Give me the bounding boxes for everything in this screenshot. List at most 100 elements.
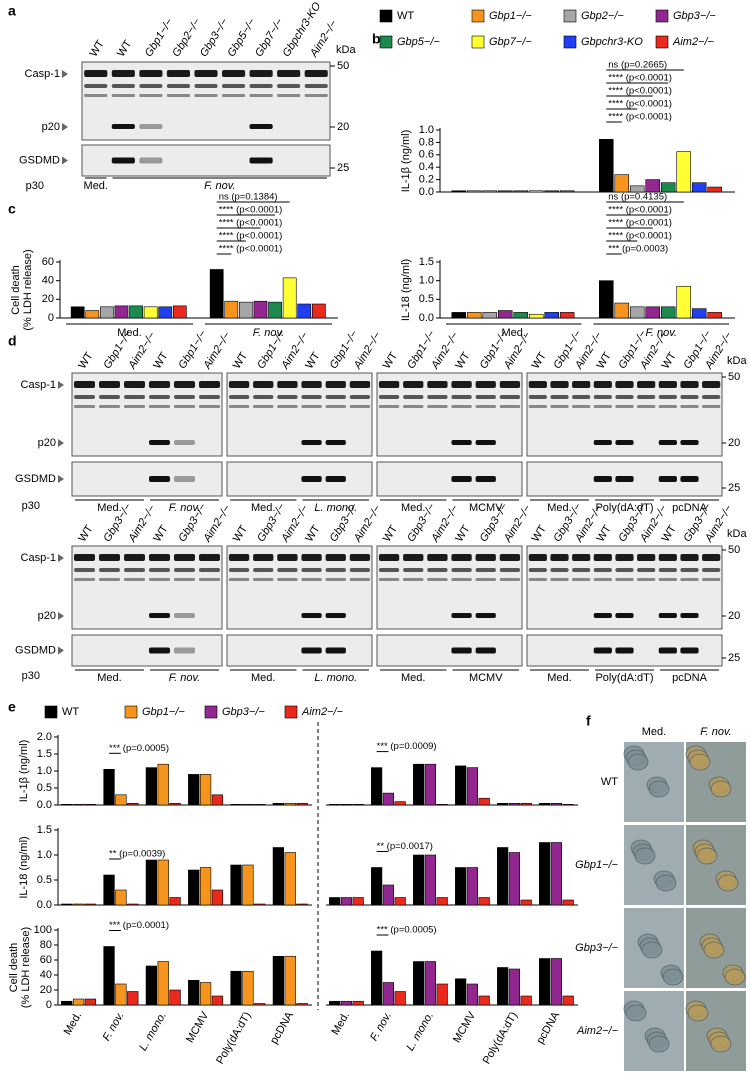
y-tick-label: 0.5	[37, 874, 52, 886]
bar	[614, 302, 630, 319]
band	[166, 94, 191, 97]
band	[124, 381, 145, 388]
annotation: **** (p<0.0001)	[219, 218, 283, 229]
band	[528, 554, 547, 561]
band	[378, 381, 400, 388]
band	[680, 613, 699, 618]
blot-casp1	[376, 372, 523, 457]
bar	[100, 306, 114, 319]
band	[615, 568, 634, 572]
band	[149, 578, 170, 581]
x-tick-label: Poly(dA:dT)	[214, 1010, 253, 1066]
band	[325, 568, 346, 572]
cell	[662, 968, 684, 986]
band	[99, 568, 120, 572]
x-tick-label: Poly(dA:dT)	[481, 1010, 520, 1066]
legend-label: Gbp3−/−	[673, 10, 716, 22]
bar	[242, 970, 254, 1006]
bar	[382, 884, 395, 906]
band	[149, 476, 170, 482]
bar	[114, 305, 129, 319]
band	[301, 613, 322, 618]
row-label: GSDMD	[19, 154, 60, 166]
band	[174, 381, 195, 388]
bar	[352, 1000, 364, 1006]
band	[304, 84, 328, 88]
band	[74, 405, 95, 408]
bar	[413, 763, 425, 806]
x-tick-label: pcDNA	[534, 1009, 562, 1046]
bar	[394, 897, 406, 906]
marker-label: 50	[728, 371, 740, 383]
bar	[371, 950, 383, 1006]
band	[124, 554, 145, 561]
band	[228, 395, 250, 399]
band	[528, 381, 547, 388]
arrowhead	[58, 646, 64, 655]
band	[325, 578, 346, 581]
row-label: Gbp1−/−	[575, 859, 618, 871]
lane-label: WT	[231, 523, 250, 544]
lane-label: WT	[595, 350, 614, 371]
band	[451, 647, 472, 654]
annotation: *** (p=0.0001)	[109, 920, 169, 931]
bar	[539, 958, 551, 1006]
bar	[645, 179, 661, 193]
bar	[455, 765, 467, 806]
band	[249, 70, 273, 77]
bar	[254, 804, 266, 806]
y-tick-label: 0.5	[37, 782, 52, 794]
condition-label: L. mono.	[314, 672, 357, 684]
bar	[520, 802, 532, 806]
row-label: p30	[22, 670, 40, 682]
band	[124, 395, 145, 399]
band	[499, 578, 521, 581]
bar	[72, 903, 85, 906]
band	[349, 568, 371, 572]
unit-label: kDa	[727, 355, 747, 367]
annotation: **** (p<0.0001)	[219, 231, 283, 242]
bar	[230, 970, 242, 1006]
annotation: ** (p=0.0017)	[377, 841, 433, 852]
cell	[634, 847, 656, 865]
blot-casp1	[226, 372, 373, 457]
band	[194, 84, 218, 88]
bar	[127, 903, 139, 906]
band	[149, 613, 170, 618]
band	[253, 578, 274, 581]
band	[249, 84, 273, 88]
band	[149, 647, 170, 654]
bar	[115, 983, 127, 1006]
blot-gsdmd	[226, 461, 373, 497]
bar	[478, 797, 490, 806]
band	[475, 568, 496, 572]
band	[174, 476, 195, 482]
band	[451, 440, 472, 445]
bar	[466, 312, 482, 319]
band	[166, 84, 191, 88]
marker-label: 20	[337, 121, 349, 133]
band	[451, 395, 472, 399]
panel-label: b	[372, 31, 381, 47]
bar	[676, 151, 691, 193]
bar	[520, 995, 532, 1006]
band	[249, 94, 273, 97]
bar	[84, 903, 97, 906]
band	[403, 568, 424, 572]
marker-label: 20	[728, 610, 740, 622]
band	[139, 70, 163, 77]
band	[199, 381, 220, 388]
band	[615, 647, 634, 654]
y-tick-label: 0	[46, 999, 52, 1011]
lane-label: WT	[151, 350, 170, 371]
bar	[157, 763, 169, 806]
band	[253, 568, 274, 572]
band	[499, 395, 521, 399]
band	[615, 554, 634, 561]
bar	[539, 842, 551, 906]
band	[658, 613, 677, 618]
legend-swatch	[563, 9, 577, 23]
band	[111, 94, 135, 97]
band	[221, 70, 246, 77]
band	[499, 554, 521, 561]
